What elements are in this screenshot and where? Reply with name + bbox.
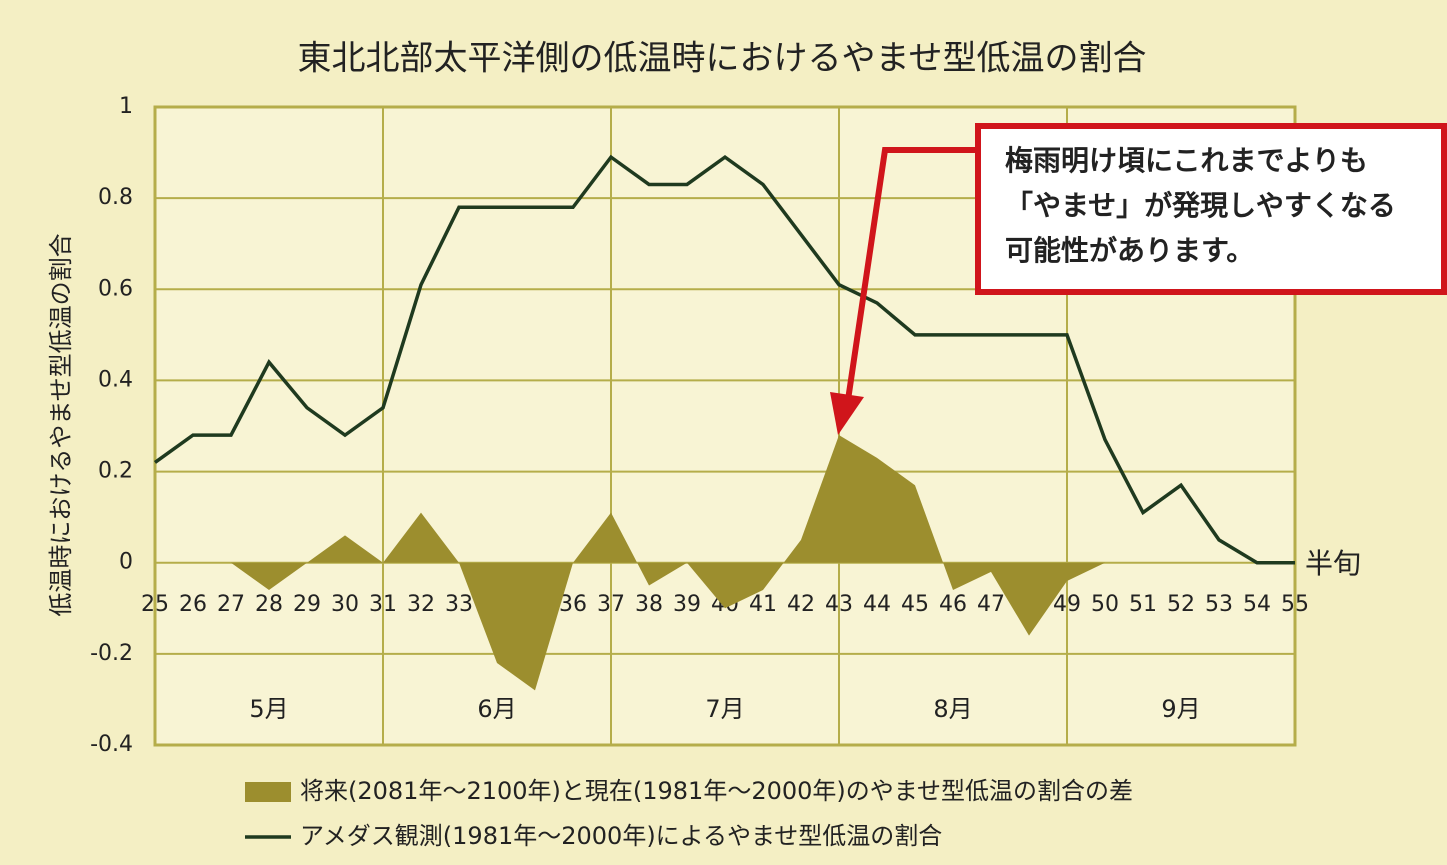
y-axis-label: 低温時におけるやませ型低温の割合 bbox=[47, 233, 75, 616]
x-tick-label: 36 bbox=[559, 592, 587, 617]
x-tick-label: 29 bbox=[293, 592, 321, 617]
x-tick-label: 31 bbox=[369, 592, 397, 617]
x-tick-label: 49 bbox=[1053, 592, 1081, 617]
x-tick-label: 43 bbox=[825, 592, 853, 617]
x-tick-label: 27 bbox=[217, 592, 245, 617]
x-tick-label: 45 bbox=[901, 592, 929, 617]
annotation-arrowhead bbox=[830, 392, 864, 435]
y-tick-label: 0.8 bbox=[98, 185, 133, 210]
x-tick-label: 32 bbox=[407, 592, 435, 617]
x-tick-label: 44 bbox=[863, 592, 891, 617]
observation-line bbox=[153, 154, 1295, 565]
x-axis-label: 半旬 bbox=[1305, 547, 1361, 580]
annotation-box bbox=[975, 123, 1447, 295]
legend-label: アメダス観測(1981年〜2000年)によるやませ型低温の割合 bbox=[300, 822, 942, 850]
y-tick-label: -0.4 bbox=[90, 732, 133, 757]
month-label: 5月 bbox=[249, 695, 288, 723]
x-tick-label: 52 bbox=[1167, 592, 1195, 617]
month-label: 8月 bbox=[933, 695, 972, 723]
x-tick-label: 33 bbox=[445, 592, 473, 617]
y-tick-label: 0 bbox=[119, 550, 133, 575]
y-tick-label: 0.6 bbox=[98, 276, 133, 301]
x-tick-label: 50 bbox=[1091, 592, 1119, 617]
legend-swatch bbox=[245, 782, 291, 802]
x-tick-label: 37 bbox=[597, 592, 625, 617]
chart-title: 東北北部太平洋側の低温時におけるやませ型低温の割合 bbox=[298, 39, 1147, 79]
x-tick-label: 42 bbox=[787, 592, 815, 617]
x-tick-label: 41 bbox=[749, 592, 777, 617]
x-tick-label: 26 bbox=[179, 592, 207, 617]
y-tick-label: 0.2 bbox=[98, 459, 133, 484]
x-tick-label: 30 bbox=[331, 592, 359, 617]
x-tick-label: 47 bbox=[977, 592, 1005, 617]
x-tick-label: 46 bbox=[939, 592, 967, 617]
month-label: 6月 bbox=[477, 695, 516, 723]
x-tick-label: 55 bbox=[1281, 592, 1309, 617]
x-tick-label: 54 bbox=[1243, 592, 1271, 617]
annotation-text: 可能性があります。 bbox=[1005, 234, 1254, 267]
month-label: 7月 bbox=[705, 695, 744, 723]
month-label: 9月 bbox=[1161, 695, 1200, 723]
y-tick-label: 0.4 bbox=[98, 367, 133, 392]
x-tick-label: 39 bbox=[673, 592, 701, 617]
legend-label: 将来(2081年〜2100年)と現在(1981年〜2000年)のやませ型低温の割… bbox=[300, 777, 1133, 805]
annotation-arrow-line bbox=[845, 147, 978, 401]
x-tick-label: 28 bbox=[255, 592, 283, 617]
x-tick-label: 38 bbox=[635, 592, 663, 617]
y-tick-label: 1 bbox=[119, 94, 133, 119]
annotation-text: 梅雨明け頃にこれまでよりも bbox=[1005, 144, 1368, 177]
x-tick-label: 25 bbox=[141, 592, 169, 617]
x-tick-label: 51 bbox=[1129, 592, 1157, 617]
x-tick-label: 53 bbox=[1205, 592, 1233, 617]
difference-area bbox=[155, 435, 1295, 691]
y-tick-label: -0.2 bbox=[90, 641, 133, 666]
annotation-text: 「やませ」が発現しやすくなる bbox=[1005, 189, 1396, 222]
